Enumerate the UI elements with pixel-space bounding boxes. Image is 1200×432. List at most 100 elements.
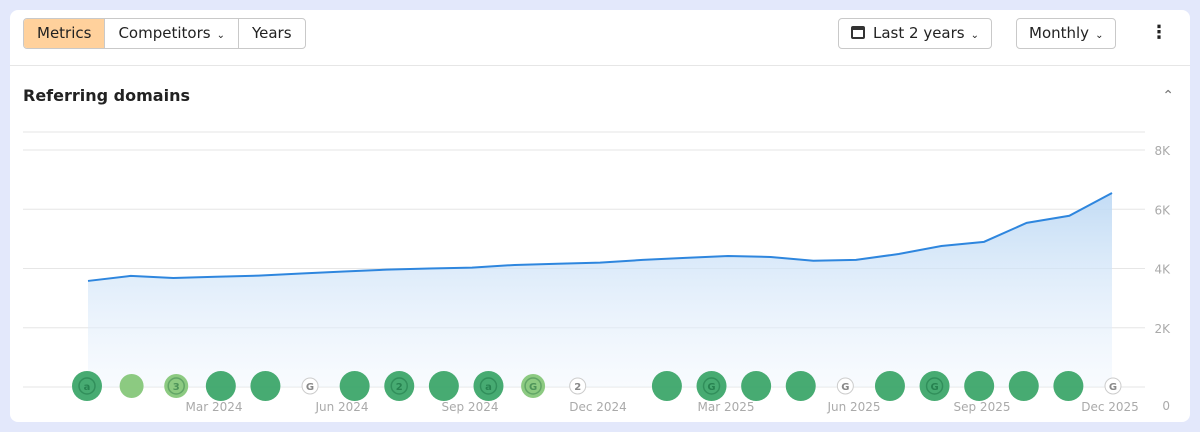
data-point[interactable] — [341, 268, 347, 274]
x-tick-label: Jun 2024 — [314, 400, 368, 414]
data-point[interactable] — [256, 273, 262, 279]
referring-domains-card: Metrics Competitors ⌄ Years Last 2 years ⌄… — [10, 10, 1190, 422]
data-point[interactable] — [554, 261, 560, 267]
x-tick-label: Mar 2024 — [186, 400, 243, 414]
marker-ring — [702, 377, 721, 395]
event-marker[interactable] — [919, 371, 950, 401]
data-point[interactable] — [170, 275, 176, 281]
data-point[interactable] — [1066, 213, 1072, 219]
date-range-label: Last 2 years — [873, 24, 965, 42]
event-marker[interactable] — [164, 374, 189, 398]
tab-competitors-label: Competitors — [118, 24, 211, 42]
marker-label: G — [306, 382, 314, 393]
section-title: Referring domains — [23, 86, 190, 105]
y-tick-label: 6K — [1154, 203, 1171, 217]
marker-label: 3 — [173, 382, 180, 393]
data-point[interactable] — [469, 265, 475, 271]
marker-label: G — [707, 382, 715, 393]
event-marker[interactable] — [473, 371, 504, 401]
data-point[interactable] — [512, 262, 518, 268]
event-marker[interactable] — [384, 371, 415, 401]
area-fill — [88, 192, 1112, 387]
event-marker[interactable] — [836, 377, 854, 395]
event-marker[interactable] — [301, 377, 319, 395]
x-tick-label: Sep 2025 — [954, 400, 1011, 414]
calendar-icon — [851, 26, 865, 39]
marker-ring — [524, 377, 542, 395]
referring-domains-chart: 0 2K 4K 6K 8K Mar 2024 Jun 2024 Sep 2024 Dec 202… — [23, 131, 1171, 414]
event-marker[interactable] — [339, 371, 370, 401]
data-point[interactable] — [896, 251, 902, 257]
data-point[interactable] — [810, 258, 816, 264]
data-point[interactable] — [853, 257, 859, 263]
x-tick-label: Mar 2025 — [698, 400, 755, 414]
data-point[interactable] — [682, 255, 688, 261]
event-marker[interactable] — [205, 371, 236, 401]
more-options-icon[interactable]: ⋮ — [1150, 22, 1168, 43]
collapse-chevron-icon[interactable]: ⌃ — [1162, 88, 1174, 104]
data-point[interactable] — [597, 260, 603, 266]
marker-ring — [479, 377, 498, 395]
marker-label: 2 — [574, 382, 581, 393]
event-marker[interactable] — [1104, 377, 1122, 395]
x-tick-label: Dec 2024 — [569, 400, 627, 414]
y-tick-label: 0 — [1162, 399, 1170, 413]
data-point[interactable] — [85, 278, 91, 284]
marker-label: G — [1109, 382, 1117, 393]
marker-ring — [390, 377, 409, 395]
event-marker[interactable] — [741, 371, 772, 401]
chevron-down-icon: ⌄ — [1095, 30, 1104, 41]
event-marker[interactable] — [428, 371, 459, 401]
event-marker[interactable] — [1053, 371, 1084, 401]
marker-label: G — [841, 382, 849, 393]
y-tick-label: 2K — [1154, 322, 1171, 336]
data-point[interactable] — [426, 266, 432, 272]
series-line — [87, 192, 1113, 282]
data-point[interactable] — [298, 271, 304, 277]
tab-years[interactable]: Years — [251, 24, 292, 42]
marker-label: a — [84, 382, 91, 393]
tab-competitors[interactable]: Competitors ⌄ — [105, 19, 239, 48]
marker-label: G — [930, 382, 938, 393]
event-marker[interactable] — [964, 371, 995, 401]
data-point[interactable] — [128, 273, 134, 279]
x-tick-label: Dec 2025 — [1081, 400, 1139, 414]
event-marker[interactable] — [785, 371, 816, 401]
data-point[interactable] — [981, 239, 987, 245]
marker-ring — [78, 377, 96, 395]
granularity-dropdown[interactable]: Monthly ⌄ — [1016, 18, 1117, 49]
y-tick-label: 8K — [1154, 144, 1171, 158]
event-marker[interactable] — [521, 374, 546, 398]
toolbar: Metrics Competitors ⌄ Years Last 2 years ⌄… — [10, 10, 1190, 66]
data-point[interactable] — [768, 254, 774, 260]
granularity-label: Monthly — [1029, 24, 1090, 42]
marker-label: G — [529, 382, 537, 393]
marker-label: 2 — [396, 382, 403, 393]
event-marker[interactable] — [72, 371, 102, 401]
x-tick-label: Jun 2025 — [826, 400, 880, 414]
data-point[interactable] — [384, 267, 390, 273]
data-point[interactable] — [1024, 220, 1030, 226]
data-point[interactable] — [938, 243, 944, 249]
x-tick-label: Sep 2024 — [442, 400, 499, 414]
data-point[interactable] — [1109, 190, 1115, 196]
marker-ring — [167, 377, 185, 395]
event-marker[interactable] — [250, 371, 281, 401]
event-marker[interactable] — [651, 371, 682, 401]
event-marker[interactable] — [569, 377, 587, 395]
event-marker[interactable] — [874, 371, 905, 401]
data-point[interactable] — [213, 274, 219, 280]
y-tick-label: 4K — [1154, 263, 1171, 277]
date-range-dropdown[interactable]: Last 2 years ⌄ — [838, 18, 992, 49]
marker-label: a — [485, 382, 492, 393]
chevron-down-icon: ⌄ — [970, 30, 979, 41]
event-marker[interactable] — [696, 371, 727, 401]
event-marker[interactable] — [119, 374, 144, 398]
data-point[interactable] — [640, 257, 646, 263]
chevron-down-icon: ⌄ — [216, 30, 225, 41]
marker-ring — [925, 377, 944, 395]
data-point[interactable] — [725, 253, 731, 259]
event-marker[interactable] — [1008, 371, 1039, 401]
tab-metrics[interactable]: Metrics — [24, 19, 106, 48]
view-tabs: Metrics Competitors ⌄ Years — [23, 18, 306, 49]
